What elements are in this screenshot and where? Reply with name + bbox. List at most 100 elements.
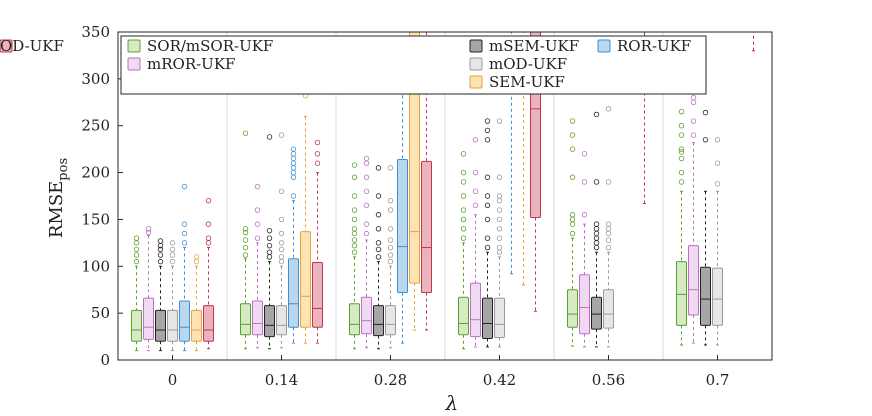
outlier-point [242, 130, 249, 136]
outlier-point [714, 181, 721, 187]
outlier-point [387, 237, 394, 243]
outlier-point [496, 207, 503, 213]
outlier-point [169, 252, 176, 258]
y-axis-title: RMSEpos [46, 158, 71, 238]
outlier-point [266, 242, 273, 249]
outlier-point [581, 212, 588, 218]
y-tick-label: 350 [81, 23, 110, 41]
outlier-point [593, 111, 600, 118]
legend-swatch [597, 39, 611, 53]
outlier-point [290, 146, 297, 152]
outlier-point [375, 254, 382, 260]
outlier-point [484, 244, 491, 251]
outlier-point [181, 240, 188, 246]
outlier-point [678, 155, 685, 162]
outlier-point [690, 94, 697, 101]
outlier-point [363, 188, 370, 195]
outlier-point [569, 146, 576, 152]
outlier-point [157, 258, 164, 265]
y-tick-label: 150 [81, 210, 110, 228]
box-iqr [252, 300, 263, 336]
outlier-point [678, 149, 685, 155]
outlier-point [266, 227, 273, 234]
box-iqr [579, 274, 590, 335]
outlier-point [254, 221, 261, 227]
outlier-point [484, 235, 491, 241]
box-iqr [688, 245, 699, 316]
legend-label: mSEM-UKF [489, 37, 579, 55]
outlier-point [593, 179, 600, 185]
outlier-point [472, 202, 479, 209]
outlier-point [496, 244, 503, 251]
outlier-point [605, 221, 612, 227]
outlier-point [678, 169, 685, 176]
y-tick-label: 200 [81, 164, 110, 182]
outlier-point [472, 188, 479, 195]
x-tick-label: 0.56 [592, 371, 625, 389]
legend-item-mod-ukf: mOD-UKF [469, 55, 567, 73]
outlier-point [351, 249, 358, 255]
outlier-point [387, 197, 394, 204]
legend-item-od-ukf: OD-UKF [0, 37, 64, 55]
outlier-point [581, 151, 588, 157]
box-od-ukf-0.14 [312, 139, 323, 344]
box-ror-ukf-0 [179, 183, 190, 352]
outlier-point [363, 174, 370, 180]
outlier-point [133, 235, 140, 241]
outlier-point [266, 249, 273, 255]
outlier-point [278, 230, 285, 237]
outlier-point [593, 221, 600, 227]
x-axis: 0 0.14 0.28 0.42 0.56 0.7 [168, 355, 729, 389]
box-iqr [167, 309, 178, 342]
outlier-point [278, 240, 285, 246]
outlier-point [351, 207, 358, 213]
legend-item-mror-ukf: mROR-UKF [127, 55, 235, 73]
legend-label: SOR/mSOR-UKF [147, 37, 273, 55]
y-tick-label: 300 [81, 70, 110, 88]
outlier-point [193, 254, 200, 260]
box-ror-ukf-0.42 [510, 32, 513, 275]
box-iqr [591, 296, 602, 330]
outlier-point [375, 193, 382, 199]
outlier-point [351, 174, 358, 180]
outlier-point [242, 244, 249, 251]
legend-label: mROR-UKF [147, 55, 235, 73]
box-sor-msor-ukf-0.14 [240, 130, 251, 350]
outlier-point [569, 118, 576, 124]
legend-swatch [469, 75, 483, 89]
outlier-point [351, 242, 358, 249]
outlier-point [678, 108, 685, 115]
outlier-point [363, 221, 370, 227]
y-axis: 0 50 100 150 200 250 300 350 [81, 23, 123, 369]
outlier-point [314, 139, 321, 146]
legend-swatch [127, 57, 141, 71]
outlier-point [314, 160, 321, 166]
outlier-point [714, 137, 721, 143]
box-mod-ukf-0.28 [385, 165, 396, 349]
outlier-point [363, 202, 370, 209]
outlier-point [472, 137, 479, 143]
box-iqr [131, 309, 142, 342]
outlier-point [242, 252, 249, 258]
box-mror-ukf-0.28 [361, 155, 372, 349]
series-mod-ukf [167, 106, 723, 352]
outlier-point [678, 132, 685, 138]
box-iqr [470, 282, 481, 338]
box-od-ukf-0.7 [752, 32, 755, 52]
x-tick-label: 0.42 [483, 371, 516, 389]
outlier-point [314, 151, 321, 157]
x-tick-label: 0 [168, 371, 178, 389]
box-iqr [712, 267, 723, 326]
legend-label: SEM-UKF [489, 73, 565, 91]
box-iqr [203, 305, 214, 342]
outlier-point [605, 244, 612, 251]
box-mror-ukf-0.7 [688, 94, 699, 344]
outlier-point [605, 237, 612, 243]
legend-item-sem-ukf: SEM-UKF [469, 73, 565, 91]
series-od-ukf [203, 32, 755, 350]
outlier-point [351, 162, 358, 168]
outlier-point [581, 179, 588, 185]
outlier-point [496, 216, 503, 223]
outlier-point [484, 127, 491, 134]
box-iqr [264, 305, 275, 338]
